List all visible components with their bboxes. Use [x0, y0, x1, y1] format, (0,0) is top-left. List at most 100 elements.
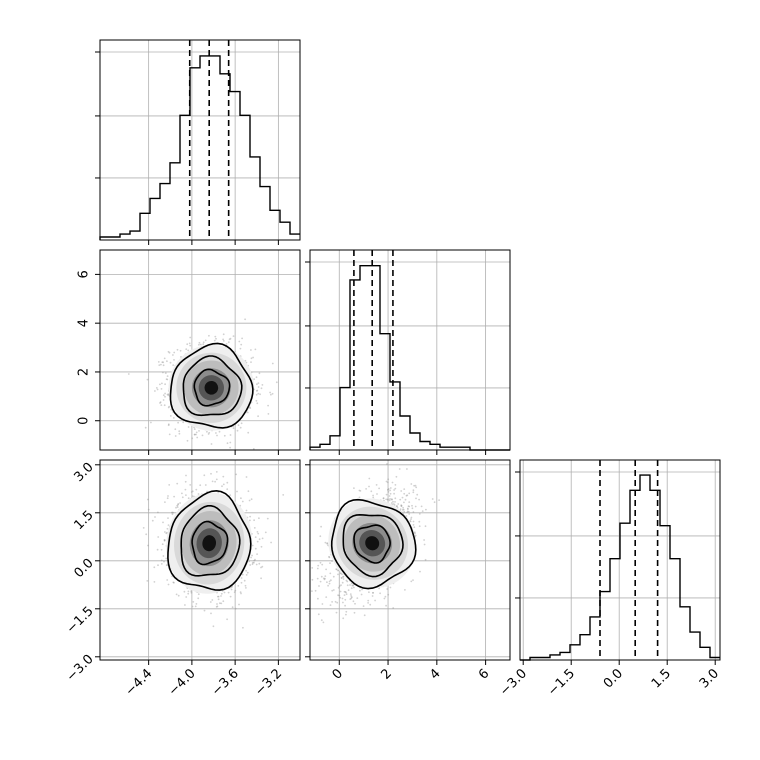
scatter-point	[372, 591, 374, 594]
scatter-point	[175, 506, 177, 509]
scatter-point	[229, 441, 232, 444]
scatter-point	[402, 508, 405, 511]
scatter-point	[245, 587, 247, 589]
scatter-point	[214, 480, 217, 483]
scatter-point	[331, 601, 333, 603]
scatter-point	[403, 492, 406, 495]
scatter-point	[255, 376, 258, 379]
scatter-point	[260, 566, 262, 569]
scatter-point	[176, 506, 179, 508]
scatter-point	[241, 500, 244, 503]
scatter-point	[212, 625, 215, 628]
scatter-point	[335, 611, 338, 614]
scatter-point	[418, 498, 420, 501]
scatter-point	[412, 520, 415, 523]
scatter-point	[171, 511, 174, 514]
scatter-point	[337, 586, 340, 589]
scatter-point	[178, 430, 181, 433]
scatter-point	[167, 424, 170, 427]
scatter-point	[264, 531, 267, 534]
scatter-point	[197, 597, 200, 600]
scatter-point	[337, 569, 339, 572]
scatter-point	[401, 496, 404, 499]
scatter-point	[240, 343, 243, 346]
scatter-point	[232, 335, 235, 337]
scatter-point	[166, 378, 169, 381]
scatter-point	[406, 507, 409, 510]
scatter-point	[187, 426, 190, 428]
scatter-point	[248, 499, 251, 502]
scatter-point	[411, 504, 413, 507]
scatter-point	[240, 497, 242, 500]
scatter-point	[258, 517, 260, 520]
scatter-point	[260, 387, 263, 390]
scatter-point	[159, 383, 161, 386]
panel-content	[142, 471, 285, 629]
scatter-point	[403, 510, 406, 513]
scatter-point	[190, 590, 193, 592]
scatter-point	[155, 387, 158, 389]
scatter-point	[341, 581, 344, 584]
scatter-point	[254, 536, 257, 538]
scatter-point	[230, 588, 233, 591]
scatter-point	[402, 506, 404, 509]
scatter-point	[187, 349, 190, 352]
scatter-point	[229, 337, 232, 340]
scatter-point	[385, 498, 388, 501]
scatter-point	[257, 532, 260, 535]
panel-hist-1	[305, 249, 511, 455]
scatter-point	[332, 589, 335, 591]
scatter-point	[408, 492, 411, 495]
scatter-point	[220, 592, 223, 595]
scatter-point	[193, 433, 196, 436]
scatter-point	[410, 483, 413, 485]
scatter-point	[145, 533, 148, 536]
scatter-point	[346, 580, 349, 583]
scatter-point	[344, 604, 346, 607]
scatter-point	[229, 595, 232, 598]
scatter-point	[164, 395, 166, 398]
scatter-point	[342, 617, 345, 620]
scatter-point	[213, 339, 216, 342]
scatter-point	[317, 613, 320, 616]
scatter-point	[335, 568, 338, 570]
density-shade	[365, 536, 380, 551]
scatter-point	[319, 561, 322, 564]
scatter-point	[345, 579, 348, 582]
scatter-point	[229, 434, 232, 436]
scatter-point	[379, 592, 381, 595]
scatter-point	[167, 350, 170, 353]
scatter-point	[239, 426, 242, 429]
scatter-point	[201, 434, 204, 437]
scatter-point	[127, 373, 130, 375]
scatter-point	[159, 402, 161, 404]
scatter-point	[403, 501, 405, 504]
scatter-point	[222, 600, 225, 603]
scatter-point	[371, 595, 374, 597]
scatter-point	[352, 584, 355, 587]
scatter-point	[414, 484, 417, 487]
scatter-point	[210, 443, 213, 445]
scatter-point	[270, 541, 272, 544]
scatter-point	[159, 401, 162, 404]
scatter-point	[210, 612, 212, 615]
panel-content	[310, 463, 440, 624]
scatter-point	[229, 494, 232, 496]
scatter-point	[204, 484, 207, 486]
scatter-point	[167, 524, 170, 526]
scatter-point	[238, 340, 241, 343]
scatter-point	[332, 575, 335, 578]
scatter-point	[223, 434, 226, 437]
scatter-point	[237, 424, 240, 427]
scatter-point	[339, 596, 342, 599]
scatter-point	[409, 520, 412, 522]
scatter-point	[218, 430, 221, 433]
scatter-point	[424, 525, 427, 528]
scatter-point	[199, 343, 202, 346]
density-shade	[204, 380, 219, 395]
scatter-point	[167, 423, 170, 426]
scatter-point	[190, 591, 193, 594]
scatter-point	[208, 431, 211, 434]
scatter-point	[387, 478, 390, 481]
scatter-point	[222, 483, 225, 486]
